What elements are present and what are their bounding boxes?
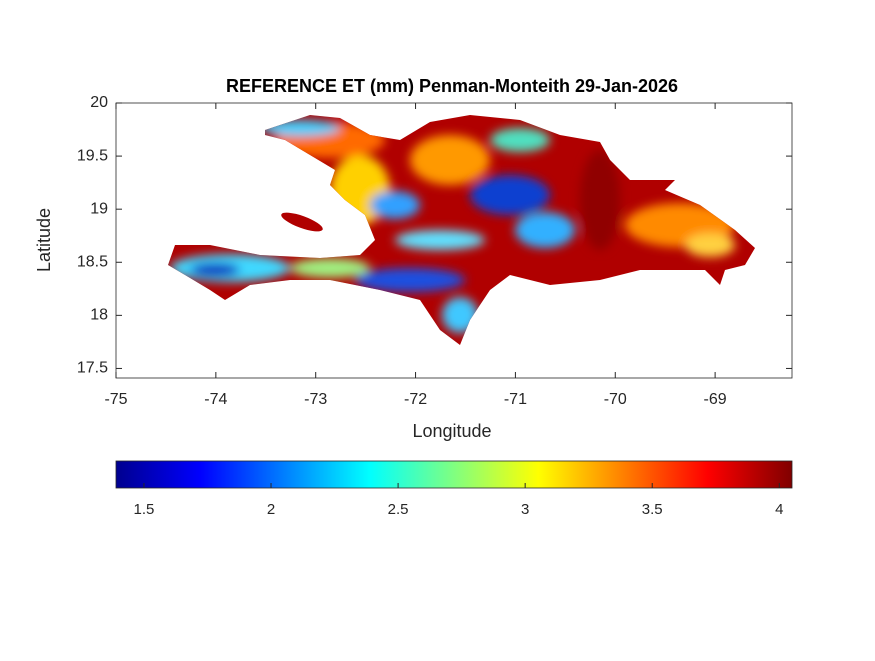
x-tick-label: -73 — [304, 391, 327, 408]
y-axis-label: Latitude — [34, 208, 54, 272]
x-tick-label: -71 — [504, 391, 527, 408]
chart-title: REFERENCE ET (mm) Penman-Monteith 29-Jan… — [226, 76, 678, 96]
x-tick-label: -75 — [104, 391, 127, 408]
colorbar-tick-label: 3 — [521, 501, 529, 518]
x-tick-label: -70 — [604, 391, 627, 408]
y-tick-label: 19 — [90, 200, 108, 217]
y-tick-label: 17.5 — [77, 360, 108, 377]
colorbar-tick-label: 2.5 — [388, 501, 409, 518]
colorbar-tick-label: 4 — [775, 501, 783, 518]
colorbar-tick-label: 2 — [267, 501, 275, 518]
colorbar-tick-label: 3.5 — [642, 501, 663, 518]
y-tick-label: 19.5 — [77, 147, 108, 164]
x-tick-label: -74 — [204, 391, 227, 408]
x-tick-label: -72 — [404, 391, 427, 408]
y-tick-label: 20 — [90, 94, 108, 111]
x-axis-label: Longitude — [412, 421, 491, 441]
colorbar — [115, 460, 793, 489]
colorbar-tick-label: 1.5 — [134, 501, 155, 518]
x-tick-label: -69 — [704, 391, 727, 408]
y-tick-label: 18 — [90, 307, 108, 324]
y-tick-label: 18.5 — [77, 253, 108, 270]
